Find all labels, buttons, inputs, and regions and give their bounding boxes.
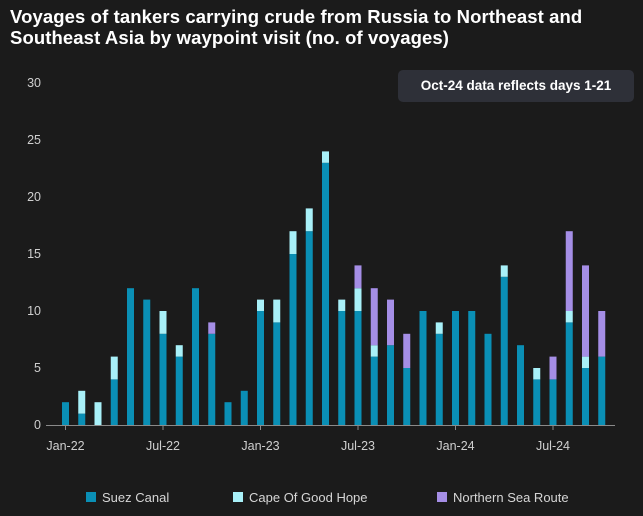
- bar-suez-canal-jun-22: [143, 299, 151, 425]
- bar-cape-of-good-hope-dec-23: [435, 322, 443, 334]
- bar-northern-sea-route-oct-24: [598, 311, 606, 357]
- bar-suez-canal-dec-22: [240, 390, 248, 425]
- bar-suez-canal-mar-24: [484, 333, 492, 425]
- bar-suez-canal-oct-22: [208, 333, 216, 425]
- bar-suez-canal-may-22: [127, 288, 134, 425]
- bar-northern-sea-route-aug-23: [370, 288, 378, 346]
- bar-suez-canal-may-24: [517, 345, 524, 425]
- legend-item-suez-canal: Suez Canal: [86, 487, 169, 507]
- bar-northern-sea-route-sep-23: [387, 299, 394, 346]
- bar-suez-canal-aug-23: [370, 356, 378, 425]
- bar-cape-of-good-hope-mar-23: [289, 231, 297, 254]
- legend-label-cape-of-good-hope: Cape Of Good Hope: [249, 489, 368, 505]
- bar-suez-canal-feb-23: [273, 322, 281, 425]
- bar-suez-canal-oct-24: [598, 356, 606, 425]
- legend-swatch-northern-sea-route: [437, 492, 447, 502]
- y-tick-label: 20: [27, 190, 41, 204]
- y-tick-label: 25: [27, 133, 41, 147]
- bar-northern-sea-route-jul-23: [354, 265, 362, 289]
- bar-suez-canal-apr-23: [305, 231, 313, 425]
- y-tick-label: 0: [34, 418, 41, 432]
- bar-northern-sea-route-oct-23: [403, 333, 411, 368]
- y-tick-label: 5: [34, 361, 41, 375]
- x-tick-label: Jan-24: [436, 439, 474, 453]
- bar-suez-canal-aug-22: [175, 356, 183, 425]
- bar-suez-canal-jan-22: [62, 402, 69, 425]
- bar-suez-canal-nov-23: [419, 311, 427, 425]
- bar-cape-of-good-hope-may-23: [322, 151, 329, 163]
- legend-item-cape-of-good-hope: Cape Of Good Hope: [233, 487, 368, 507]
- bar-suez-canal-may-23: [322, 162, 329, 426]
- y-tick-label: 15: [27, 247, 41, 261]
- bar-cape-of-good-hope-aug-22: [175, 345, 183, 357]
- bar-suez-canal-nov-22: [224, 402, 232, 425]
- bar-suez-canal-sep-22: [192, 288, 199, 425]
- bar-cape-of-good-hope-aug-23: [370, 345, 378, 357]
- bar-suez-canal-jun-24: [533, 379, 541, 425]
- bar-suez-canal-feb-24: [468, 311, 476, 425]
- bar-cape-of-good-hope-aug-24: [565, 311, 573, 323]
- bar-suez-canal-aug-24: [565, 322, 573, 425]
- bar-northern-sea-route-oct-22: [208, 322, 216, 334]
- bar-suez-canal-apr-22: [110, 379, 118, 425]
- bar-suez-canal-jul-22: [159, 333, 167, 425]
- legend-swatch-cape-of-good-hope: [233, 492, 243, 502]
- y-tick-label: 30: [27, 76, 41, 90]
- bar-cape-of-good-hope-jul-22: [159, 311, 167, 334]
- bar-suez-canal-sep-24: [582, 368, 589, 425]
- bar-suez-canal-dec-23: [435, 333, 443, 425]
- x-tick-label: Jul-23: [341, 439, 375, 453]
- bar-suez-canal-jan-23: [257, 311, 264, 425]
- bar-cape-of-good-hope-apr-22: [110, 356, 118, 380]
- bar-northern-sea-route-sep-24: [582, 265, 589, 357]
- chart-title: Voyages of tankers carrying crude from R…: [10, 6, 583, 48]
- bar-northern-sea-route-aug-24: [565, 231, 573, 311]
- legend-swatch-suez-canal: [86, 492, 96, 502]
- bar-suez-canal-mar-23: [289, 254, 297, 425]
- bar-suez-canal-oct-23: [403, 368, 411, 425]
- bar-suez-canal-jun-23: [338, 311, 346, 425]
- bar-cape-of-good-hope-jan-23: [257, 299, 264, 311]
- bar-northern-sea-route-jul-24: [549, 356, 557, 380]
- bar-suez-canal-jul-23: [354, 311, 362, 425]
- bar-suez-canal-apr-24: [500, 276, 508, 425]
- bar-suez-canal-sep-23: [387, 345, 394, 425]
- data-note-badge: Oct-24 data reflects days 1-21: [398, 70, 634, 102]
- bar-suez-canal-jan-24: [452, 311, 459, 425]
- x-tick-label: Jul-24: [536, 439, 570, 453]
- legend-item-northern-sea-route: Northern Sea Route: [437, 487, 569, 507]
- bar-cape-of-good-hope-feb-22: [78, 390, 86, 414]
- bar-cape-of-good-hope-mar-22: [94, 402, 102, 425]
- bar-cape-of-good-hope-jul-23: [354, 288, 362, 311]
- bar-suez-canal-jul-24: [549, 379, 557, 425]
- x-tick-label: Jan-23: [241, 439, 279, 453]
- bar-cape-of-good-hope-apr-23: [305, 208, 313, 232]
- bar-suez-canal-feb-22: [78, 413, 86, 425]
- legend-label-northern-sea-route: Northern Sea Route: [453, 489, 569, 505]
- bar-cape-of-good-hope-feb-23: [273, 299, 281, 323]
- bar-cape-of-good-hope-sep-24: [582, 356, 589, 368]
- bar-cape-of-good-hope-jun-24: [533, 368, 541, 380]
- y-tick-label: 10: [27, 304, 41, 318]
- legend: Suez Canal Cape Of Good Hope Northern Se…: [0, 487, 643, 507]
- x-tick-label: Jul-22: [146, 439, 180, 453]
- bar-cape-of-good-hope-apr-24: [500, 265, 508, 277]
- x-tick-label: Jan-22: [46, 439, 84, 453]
- legend-label-suez-canal: Suez Canal: [102, 489, 170, 505]
- bar-cape-of-good-hope-jun-23: [338, 299, 346, 311]
